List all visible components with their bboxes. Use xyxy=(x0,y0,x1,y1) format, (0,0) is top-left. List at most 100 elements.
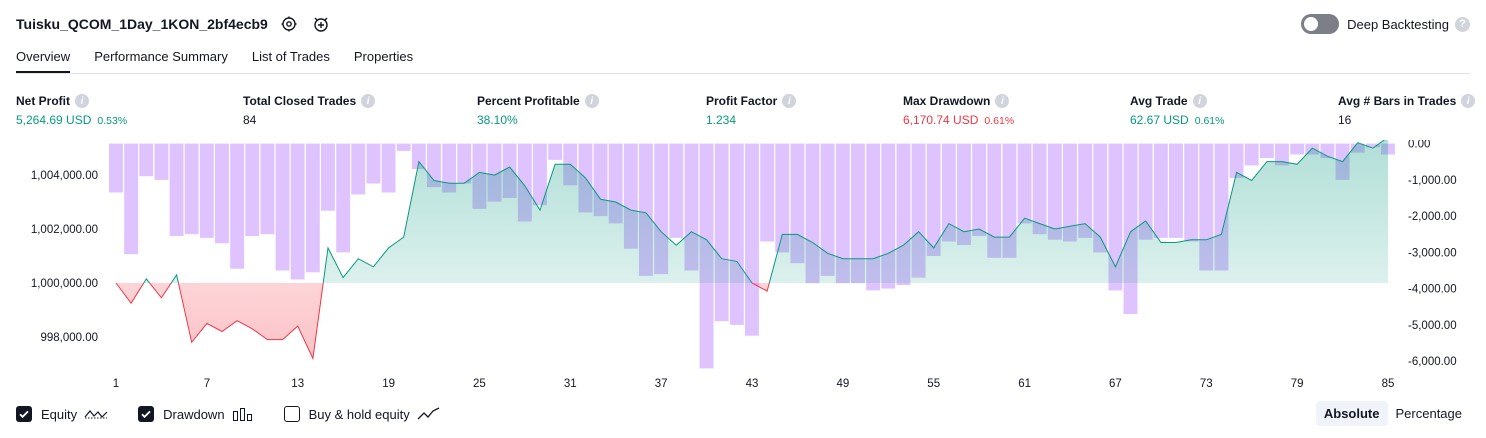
left-axis-tick: 1,002,000.00 xyxy=(31,224,98,236)
question-mark-icon[interactable]: ? xyxy=(1455,16,1470,32)
metric-value: 5,264.69 USD xyxy=(16,113,92,127)
metric-total-closed-trades: Total Closed Trades i 84 xyxy=(243,92,376,127)
drawdown-bar xyxy=(457,143,472,184)
x-axis-tick: 61 xyxy=(1018,378,1031,390)
drawdown-bar xyxy=(866,143,881,291)
metric-label: Net Profit xyxy=(16,94,70,108)
tab-overview[interactable]: Overview xyxy=(16,44,71,74)
tab-properties[interactable]: Properties xyxy=(353,49,414,64)
right-axis-tick: -3,000.00 xyxy=(1408,247,1457,259)
drawdown-bar xyxy=(1078,143,1093,238)
info-icon[interactable]: i xyxy=(75,94,89,108)
checkbox-checked-icon[interactable] xyxy=(16,406,32,422)
right-axis-tick: -4,000.00 xyxy=(1408,284,1457,296)
legend-label: Buy & hold equity xyxy=(308,406,410,422)
x-axis-tick: 55 xyxy=(927,378,940,390)
tab-performance-summary[interactable]: Performance Summary xyxy=(94,49,228,64)
metric-value: 84 xyxy=(243,113,257,127)
drawdown-bar xyxy=(972,143,987,236)
drawdown-bar xyxy=(1108,143,1123,291)
deep-backtesting: Deep Backtesting ? xyxy=(1301,12,1470,36)
x-axis-tick: 25 xyxy=(473,378,486,390)
drawdown-bar xyxy=(290,143,305,280)
drawdown-bar xyxy=(669,143,684,238)
legend-drawdown[interactable]: Drawdown xyxy=(138,406,253,422)
drawdown-bar xyxy=(957,143,971,246)
drawdown-bar xyxy=(835,143,850,284)
equity-loss-area xyxy=(116,283,1388,359)
x-axis-tick: 79 xyxy=(1291,378,1304,390)
add-alert-icon[interactable] xyxy=(310,13,332,35)
checkbox-checked-icon[interactable] xyxy=(138,406,155,422)
drawdown-bar xyxy=(411,143,426,169)
report-header: Tuisku_QCOM_1Day_1KON_2bf4ecb9 xyxy=(16,12,332,36)
legend-label: Drawdown xyxy=(163,406,225,422)
info-icon[interactable]: i xyxy=(584,94,599,108)
drawdown-bar xyxy=(533,143,547,206)
x-axis-tick: 85 xyxy=(1382,378,1395,390)
report-tabs: Overview Performance Summary List of Tra… xyxy=(16,44,437,74)
drawdown-bar xyxy=(1138,143,1153,240)
info-icon[interactable]: i xyxy=(995,94,1010,108)
drawdown-bar xyxy=(321,143,335,211)
drawdown-bar xyxy=(245,143,260,236)
drawdown-bar xyxy=(381,143,396,193)
info-icon[interactable]: i xyxy=(1192,94,1207,108)
metric-label: Max Drawdown xyxy=(903,94,991,108)
buy-hold-line-icon xyxy=(417,406,441,422)
right-axis-tick: -6,000.00 xyxy=(1408,356,1457,368)
metric-value: 38.10% xyxy=(477,113,518,127)
drawdown-bar xyxy=(760,143,775,242)
drawdown-bar xyxy=(1184,143,1199,242)
deep-backtesting-label: Deep Backtesting xyxy=(1347,16,1449,32)
left-axis-tick: 1,000,000.00 xyxy=(31,278,98,290)
drawdown-bar xyxy=(1093,143,1108,253)
drawdown-bar xyxy=(1229,143,1244,178)
metric-label: Avg # Bars in Trades xyxy=(1338,94,1457,108)
legend-buy-hold-equity[interactable]: Buy & hold equity xyxy=(283,406,441,422)
drawdown-bar xyxy=(1259,143,1274,159)
drawdown-bar xyxy=(745,143,759,336)
drawdown-bar xyxy=(230,143,245,269)
metric-value: 1.234 xyxy=(706,113,737,127)
drawdown-bar xyxy=(775,143,790,253)
metric-label: Avg Trade xyxy=(1130,94,1188,108)
toggle-knob xyxy=(1304,17,1319,31)
checkbox-unchecked-icon[interactable] xyxy=(283,406,300,422)
drawdown-bar xyxy=(1032,143,1047,235)
drawdown-bar xyxy=(941,143,956,242)
drawdown-bar xyxy=(351,143,366,195)
x-axis-tick: 67 xyxy=(1109,378,1122,390)
x-axis-tick: 13 xyxy=(291,378,304,390)
deep-backtesting-toggle[interactable] xyxy=(1301,14,1340,34)
info-icon[interactable]: i xyxy=(782,94,797,108)
drawdown-bar xyxy=(336,143,351,253)
x-axis-tick: 1 xyxy=(113,378,119,390)
metric-net-profit: Net Profit i 5,264.69 USD 0.53% xyxy=(16,92,127,127)
drawdown-bar xyxy=(1002,143,1017,258)
metric-avg-trade: Avg Trade i 62.67 USD 0.61% xyxy=(1130,92,1224,127)
drawdown-bar xyxy=(260,143,275,235)
legend-equity[interactable]: Equity xyxy=(16,406,108,422)
info-icon[interactable]: i xyxy=(361,94,376,108)
tab-list-of-trades[interactable]: List of Trades xyxy=(251,49,330,64)
drawdown-bars-icon xyxy=(232,406,254,422)
drawdown-bar xyxy=(1017,143,1032,224)
left-axis-tick: 1,004,000.00 xyxy=(31,170,98,182)
x-axis-tick: 49 xyxy=(837,378,850,390)
mode-absolute[interactable]: Absolute xyxy=(1315,401,1388,426)
drawdown-bar xyxy=(139,143,154,177)
info-icon[interactable]: i xyxy=(1461,94,1476,108)
x-axis-tick: 73 xyxy=(1200,378,1213,390)
drawdown-bar xyxy=(926,143,941,256)
drawdown-bar xyxy=(1063,143,1077,242)
equity-drawdown-chart[interactable]: 1,004,000.00 1,002,000.00 1,000,000.00 998,… xyxy=(0,140,1486,398)
drawdown-bar xyxy=(790,143,805,264)
gear-icon[interactable] xyxy=(278,13,300,35)
drawdown-bar xyxy=(154,143,169,180)
drawdown-bar xyxy=(442,143,457,193)
equity-line-positive xyxy=(116,140,1386,283)
metric-value: 62.67 USD xyxy=(1130,113,1189,127)
mode-percentage[interactable]: Percentage xyxy=(1395,406,1463,421)
drawdown-bar xyxy=(1275,143,1289,166)
